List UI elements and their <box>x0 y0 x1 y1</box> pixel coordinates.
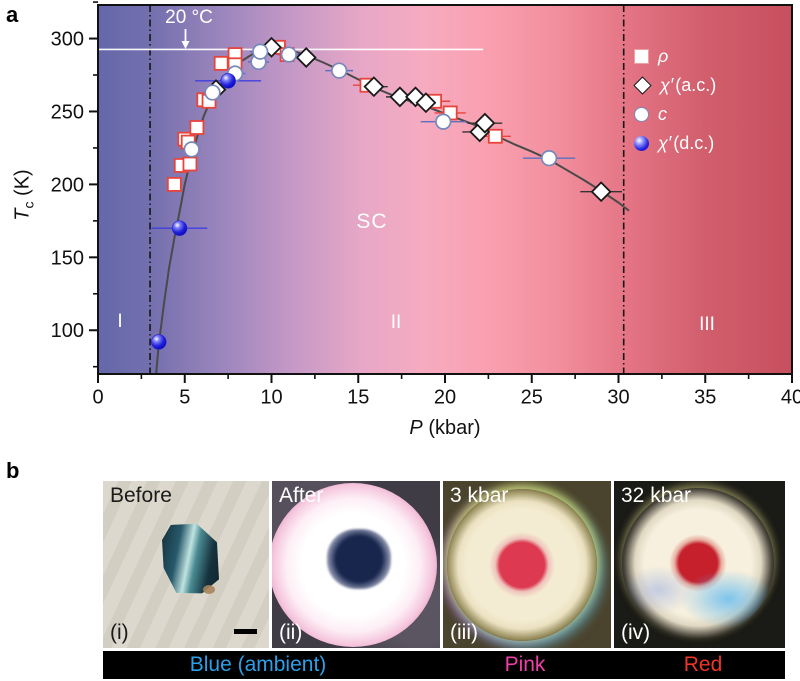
photo-index: (i) <box>110 621 129 644</box>
y-tick-label: 300 <box>51 29 84 51</box>
scale-bar <box>234 629 257 634</box>
y-axis-symbol: T <box>11 208 34 221</box>
x-tick-label: 30 <box>607 387 629 409</box>
data-point-c <box>331 62 348 79</box>
sample-color-bar: Blue (ambient) Pink Red <box>103 651 785 679</box>
chart-canvas: 0 5 10 15 20 25 30 35 40 100 150 200 250 300 <box>51 1 800 409</box>
sc-region-label: SC <box>356 210 388 233</box>
legend-symbol: ρ <box>658 46 669 66</box>
sphere-marker-icon <box>634 136 649 151</box>
square-marker-icon <box>634 49 649 64</box>
data-point-chi-ac <box>415 92 437 114</box>
legend-symbol: c <box>658 104 667 124</box>
diamond-marker-icon <box>633 76 652 95</box>
data-point-c <box>540 149 558 167</box>
y-axis-title: Tc (K) <box>12 169 37 220</box>
blue-sample-blob <box>327 529 392 590</box>
color-label-pink: Pink <box>504 653 546 676</box>
color-label-red: Red <box>683 653 723 676</box>
photo-title: After <box>279 484 324 507</box>
data-point-rho <box>182 156 198 172</box>
legend-suffix: (a.c.) <box>675 75 717 95</box>
y-tick-label: 100 <box>51 320 84 342</box>
legend: ρ χ′ (a.c.) c χ′ (d.c.) <box>633 42 717 158</box>
x-axis-unit: (kbar) <box>422 417 481 439</box>
panel-a-label: a <box>6 2 19 27</box>
legend-item-chi_ac: χ′ (a.c.) <box>633 71 717 100</box>
photo-before-ambient: Before (i) <box>103 481 269 648</box>
data-point-chi-dc <box>220 73 236 89</box>
y-axis-subscript: c <box>20 201 37 209</box>
y-tick-label: 200 <box>51 174 84 196</box>
region-2-label: II <box>390 312 402 333</box>
photo-title: 3 kbar <box>450 484 509 507</box>
photo-32-kbar: 32 kbar (iv) <box>614 481 785 648</box>
circle-marker-icon <box>634 107 649 122</box>
x-tick-label: 10 <box>260 387 282 409</box>
photo-title: 32 kbar <box>621 484 692 507</box>
data-point-c <box>204 84 221 101</box>
x-tick-label: 0 <box>92 387 103 409</box>
legend-item-chi_dc: χ′ (d.c.) <box>634 129 716 158</box>
data-point-c <box>183 141 200 158</box>
legend-symbol: χ′ <box>660 75 674 95</box>
data-point-c <box>435 113 452 130</box>
data-point-chi-ac <box>389 86 411 108</box>
blue-iridescence-streak <box>621 487 774 638</box>
photo-index: (iv) <box>621 621 651 644</box>
data-point-rho <box>166 176 182 192</box>
x-tick-label: 5 <box>179 387 190 409</box>
legend-item-rho: ρ <box>634 42 716 71</box>
data-point-c <box>280 46 298 63</box>
plot-gradient-background <box>98 5 792 374</box>
blue-crystal-sample <box>154 515 228 601</box>
region-1-label: I <box>117 311 123 332</box>
data-point-rho <box>213 55 229 71</box>
x-axis-symbol: P <box>409 417 423 439</box>
legend-suffix: (d.c.) <box>673 133 715 153</box>
color-label-blue: Blue (ambient) <box>189 653 327 676</box>
x-tick-label: 40 <box>781 387 800 409</box>
data-point-chi-ac <box>474 112 496 134</box>
x-tick-label: 35 <box>694 387 716 409</box>
room-temp-annotation: 20 °C <box>165 7 213 28</box>
data-point-rho <box>189 120 205 135</box>
data-point-c <box>252 43 269 60</box>
x-axis-title: P (kbar) <box>409 417 480 440</box>
region-3-label: III <box>699 314 715 335</box>
photo-title: Before <box>110 484 172 507</box>
legend-symbol: χ′ <box>658 133 672 153</box>
x-tick-label: 25 <box>521 387 543 409</box>
gasket-ring-pink-sample <box>446 488 597 641</box>
data-point-rho <box>487 128 503 144</box>
data-point-chi-dc <box>151 334 167 350</box>
data-point-chi-ac <box>590 181 612 203</box>
crystal-highlight <box>202 584 215 594</box>
photo-3-kbar: 3 kbar (iii) <box>443 481 611 648</box>
y-axis-unit: (K) <box>11 169 34 202</box>
photo-index: (iii) <box>450 621 478 644</box>
down-arrow-head <box>181 41 190 49</box>
y-tick-label: 250 <box>51 101 84 123</box>
data-point-chi-dc <box>171 220 188 236</box>
x-tick-label: 20 <box>434 387 456 409</box>
photo-after-loading: After (ii) <box>272 481 440 648</box>
data-point-chi-ac <box>295 47 317 68</box>
photo-index: (ii) <box>279 621 303 644</box>
y-tick-label: 150 <box>51 247 84 269</box>
x-tick-label: 15 <box>347 387 369 409</box>
panel-b-label: b <box>6 458 20 483</box>
data-point-chi-ac <box>363 76 385 98</box>
legend-item-c: c <box>634 100 716 129</box>
